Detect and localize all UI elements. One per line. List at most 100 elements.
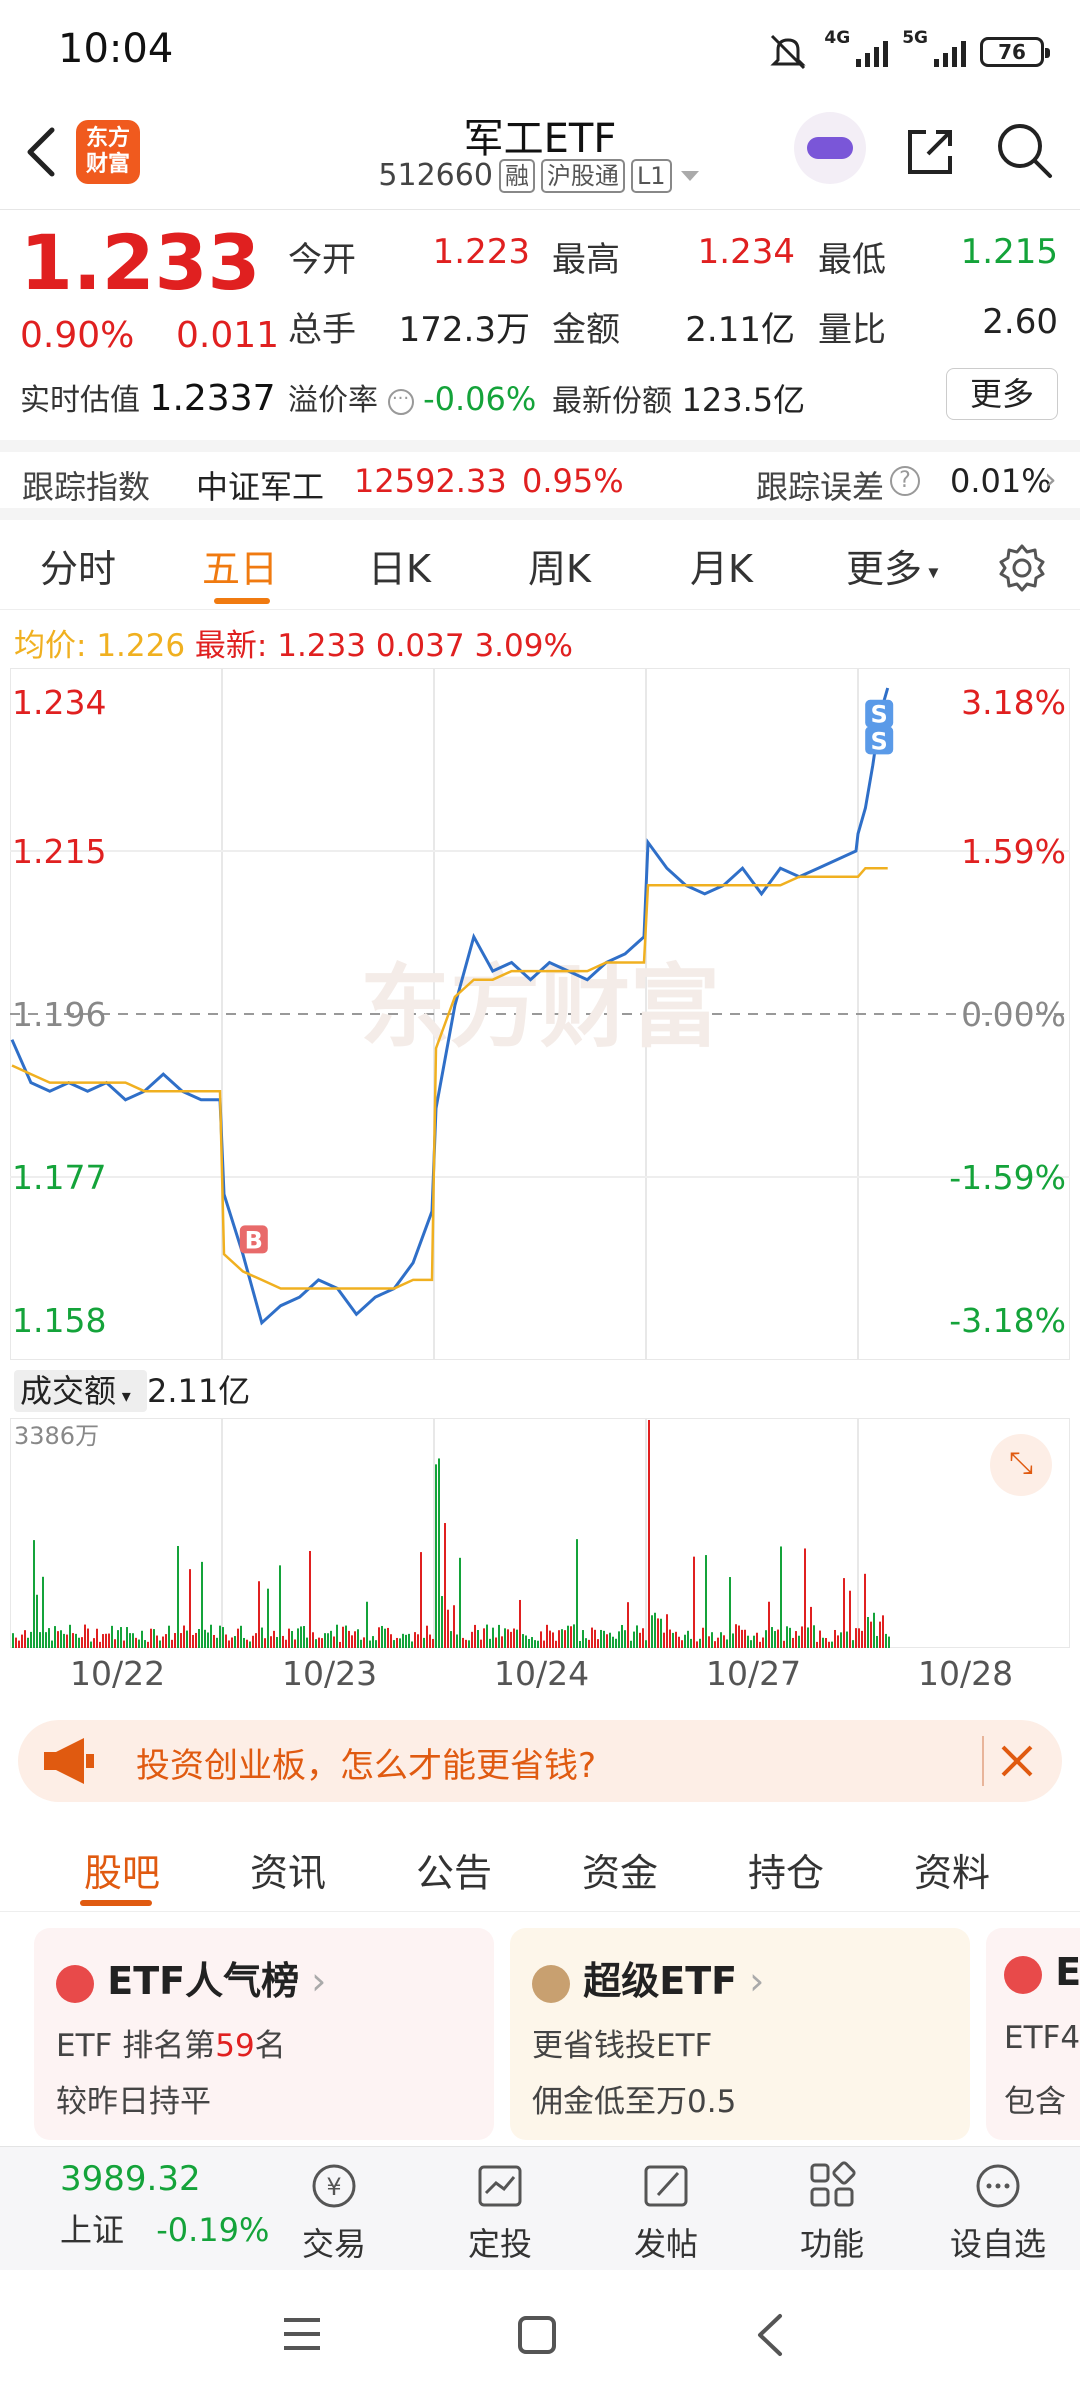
post-button[interactable]: 发帖 [606,2161,726,2265]
card-etf-ranking[interactable]: ETF人气榜 › ETF 排名第59名 较昨日持平 [34,1928,494,2140]
latest-price: 1.233 [277,628,366,664]
active-tab-underline [214,598,270,604]
tab-holdings[interactable]: 持仓 [748,1851,825,1895]
volume-bar [474,1624,476,1648]
volume-bar [204,1629,206,1648]
home-icon[interactable] [516,2314,558,2356]
premium-label: 溢价率 [288,383,378,418]
volume-bar [786,1626,788,1648]
volume-bar [561,1629,563,1648]
tab-funds[interactable]: 资金 [582,1851,659,1895]
tab-five-day[interactable]: 五日 [202,547,279,591]
volume-bar [723,1635,725,1648]
price-chart[interactable]: 1.234 3.18% 1.215 1.59% 1.196 0.00% 1.177 -1.59… [9,667,1071,1361]
volume-bar [279,1565,281,1648]
volume-bar [855,1628,857,1648]
volume-bar [306,1637,308,1648]
logo-text: 财富 [85,152,130,177]
menu-icon[interactable] [280,2314,324,2354]
estimate-value: 1.2337 [149,378,276,419]
volume-bar [150,1628,152,1648]
add-watchlist-button[interactable]: 设自选 [938,2161,1058,2265]
app-logo[interactable]: 东方 财富 [76,120,140,184]
close-icon[interactable] [998,1742,1036,1780]
dropdown-icon[interactable] [678,166,702,186]
volume-bar [678,1636,680,1648]
tab-intraday[interactable]: 分时 [40,547,117,591]
index-ticker[interactable]: 3989.32 上证 -0.19% [60,2159,269,2251]
volume-type-label: 成交额 [20,1372,117,1410]
tracking-row[interactable]: 跟踪指数 中证军工 12592.33 0.95% 跟踪误差 ? 0.01% › [0,440,1080,520]
tab-news[interactable]: 资讯 [250,1851,327,1895]
tab-monthly-k[interactable]: 月K [690,547,753,591]
volume-chart[interactable]: 3386万 ⤡ [9,1417,1071,1649]
volume-bar [51,1640,53,1648]
volume-bar [735,1624,737,1648]
volume-bar [774,1631,776,1648]
volume-bar [882,1615,884,1648]
volume-bar [801,1626,803,1648]
volume-bar [174,1633,176,1648]
volume-chart-svg: 3386万 [9,1417,1071,1649]
volume-bar [252,1635,254,1648]
expand-icon[interactable]: ⤡ [990,1434,1052,1496]
back-nav-icon[interactable] [752,2312,788,2358]
tracking-index-value: 12592.33 [354,462,507,500]
volume-bar [825,1638,827,1648]
share-icon[interactable] [898,120,962,184]
card-partial[interactable]: E ETF4 包含 [986,1928,1080,2140]
volume-bar [42,1576,44,1648]
tab-more[interactable]: 更多 ▾ [846,538,938,593]
volume-bar [738,1625,740,1648]
tab-weekly-k[interactable]: 周K [528,547,591,591]
volume-bar [762,1637,764,1648]
chevron-right-icon: › [1044,460,1057,498]
volume-bar [135,1637,137,1648]
card-line1: ETF 排名第59名 [56,2020,286,2065]
fixed-invest-button[interactable]: 定投 [440,2161,560,2265]
amount-value: 2.11亿 [685,310,795,350]
more-button[interactable]: 更多 [946,368,1058,420]
volume-bar [669,1629,671,1648]
y-axis-label: 1.215 [12,832,106,871]
tab-announcements[interactable]: 公告 [416,1851,493,1895]
volume-bar [639,1632,641,1648]
volume-bar [375,1640,377,1648]
back-icon[interactable] [20,122,70,182]
volume-bar [93,1638,95,1648]
more-circle-icon [976,2164,1020,2208]
volume-bar [372,1636,374,1648]
edit-icon [644,2165,688,2207]
volume-bar [129,1633,131,1648]
card-title: E [1004,1950,1080,1994]
volume-bar [462,1637,464,1648]
volume-bar [258,1581,260,1648]
volume-bar [201,1561,203,1648]
volume-type-select[interactable]: 成交额 ▾ [14,1370,147,1412]
volume-bar [504,1628,506,1648]
tab-daily-k[interactable]: 日K [368,547,431,591]
volume-bar [240,1625,242,1648]
search-icon[interactable] [992,118,1056,182]
promo-banner[interactable]: 投资创业板，怎么才能更省钱? [18,1720,1062,1802]
volume-bar [24,1630,26,1648]
volume-bar [141,1630,143,1648]
change-percent: 0.90% [20,315,135,356]
volume-bar [156,1635,158,1648]
settings-gear-icon[interactable] [996,542,1048,594]
card-super-etf[interactable]: 超级ETF › 更省钱投ETF 佣金低至万0.5 [510,1928,970,2140]
tab-profile[interactable]: 资料 [914,1851,991,1895]
card-title: 超级ETF › [532,1950,764,2005]
volume-bar [198,1629,200,1648]
svg-text:B: B [245,1226,263,1254]
functions-button[interactable]: 功能 [772,2161,892,2265]
volume-bar [546,1624,548,1648]
more-dots-icon[interactable]: ··· [387,388,414,415]
trade-button[interactable]: ¥ 交易 [274,2161,394,2265]
help-icon[interactable]: ? [890,466,920,496]
volume-bar [714,1641,716,1648]
volume-bar [696,1641,698,1648]
volume-bar [360,1639,362,1648]
tab-forum[interactable]: 股吧 [84,1851,161,1895]
assistant-avatar[interactable] [794,112,866,184]
